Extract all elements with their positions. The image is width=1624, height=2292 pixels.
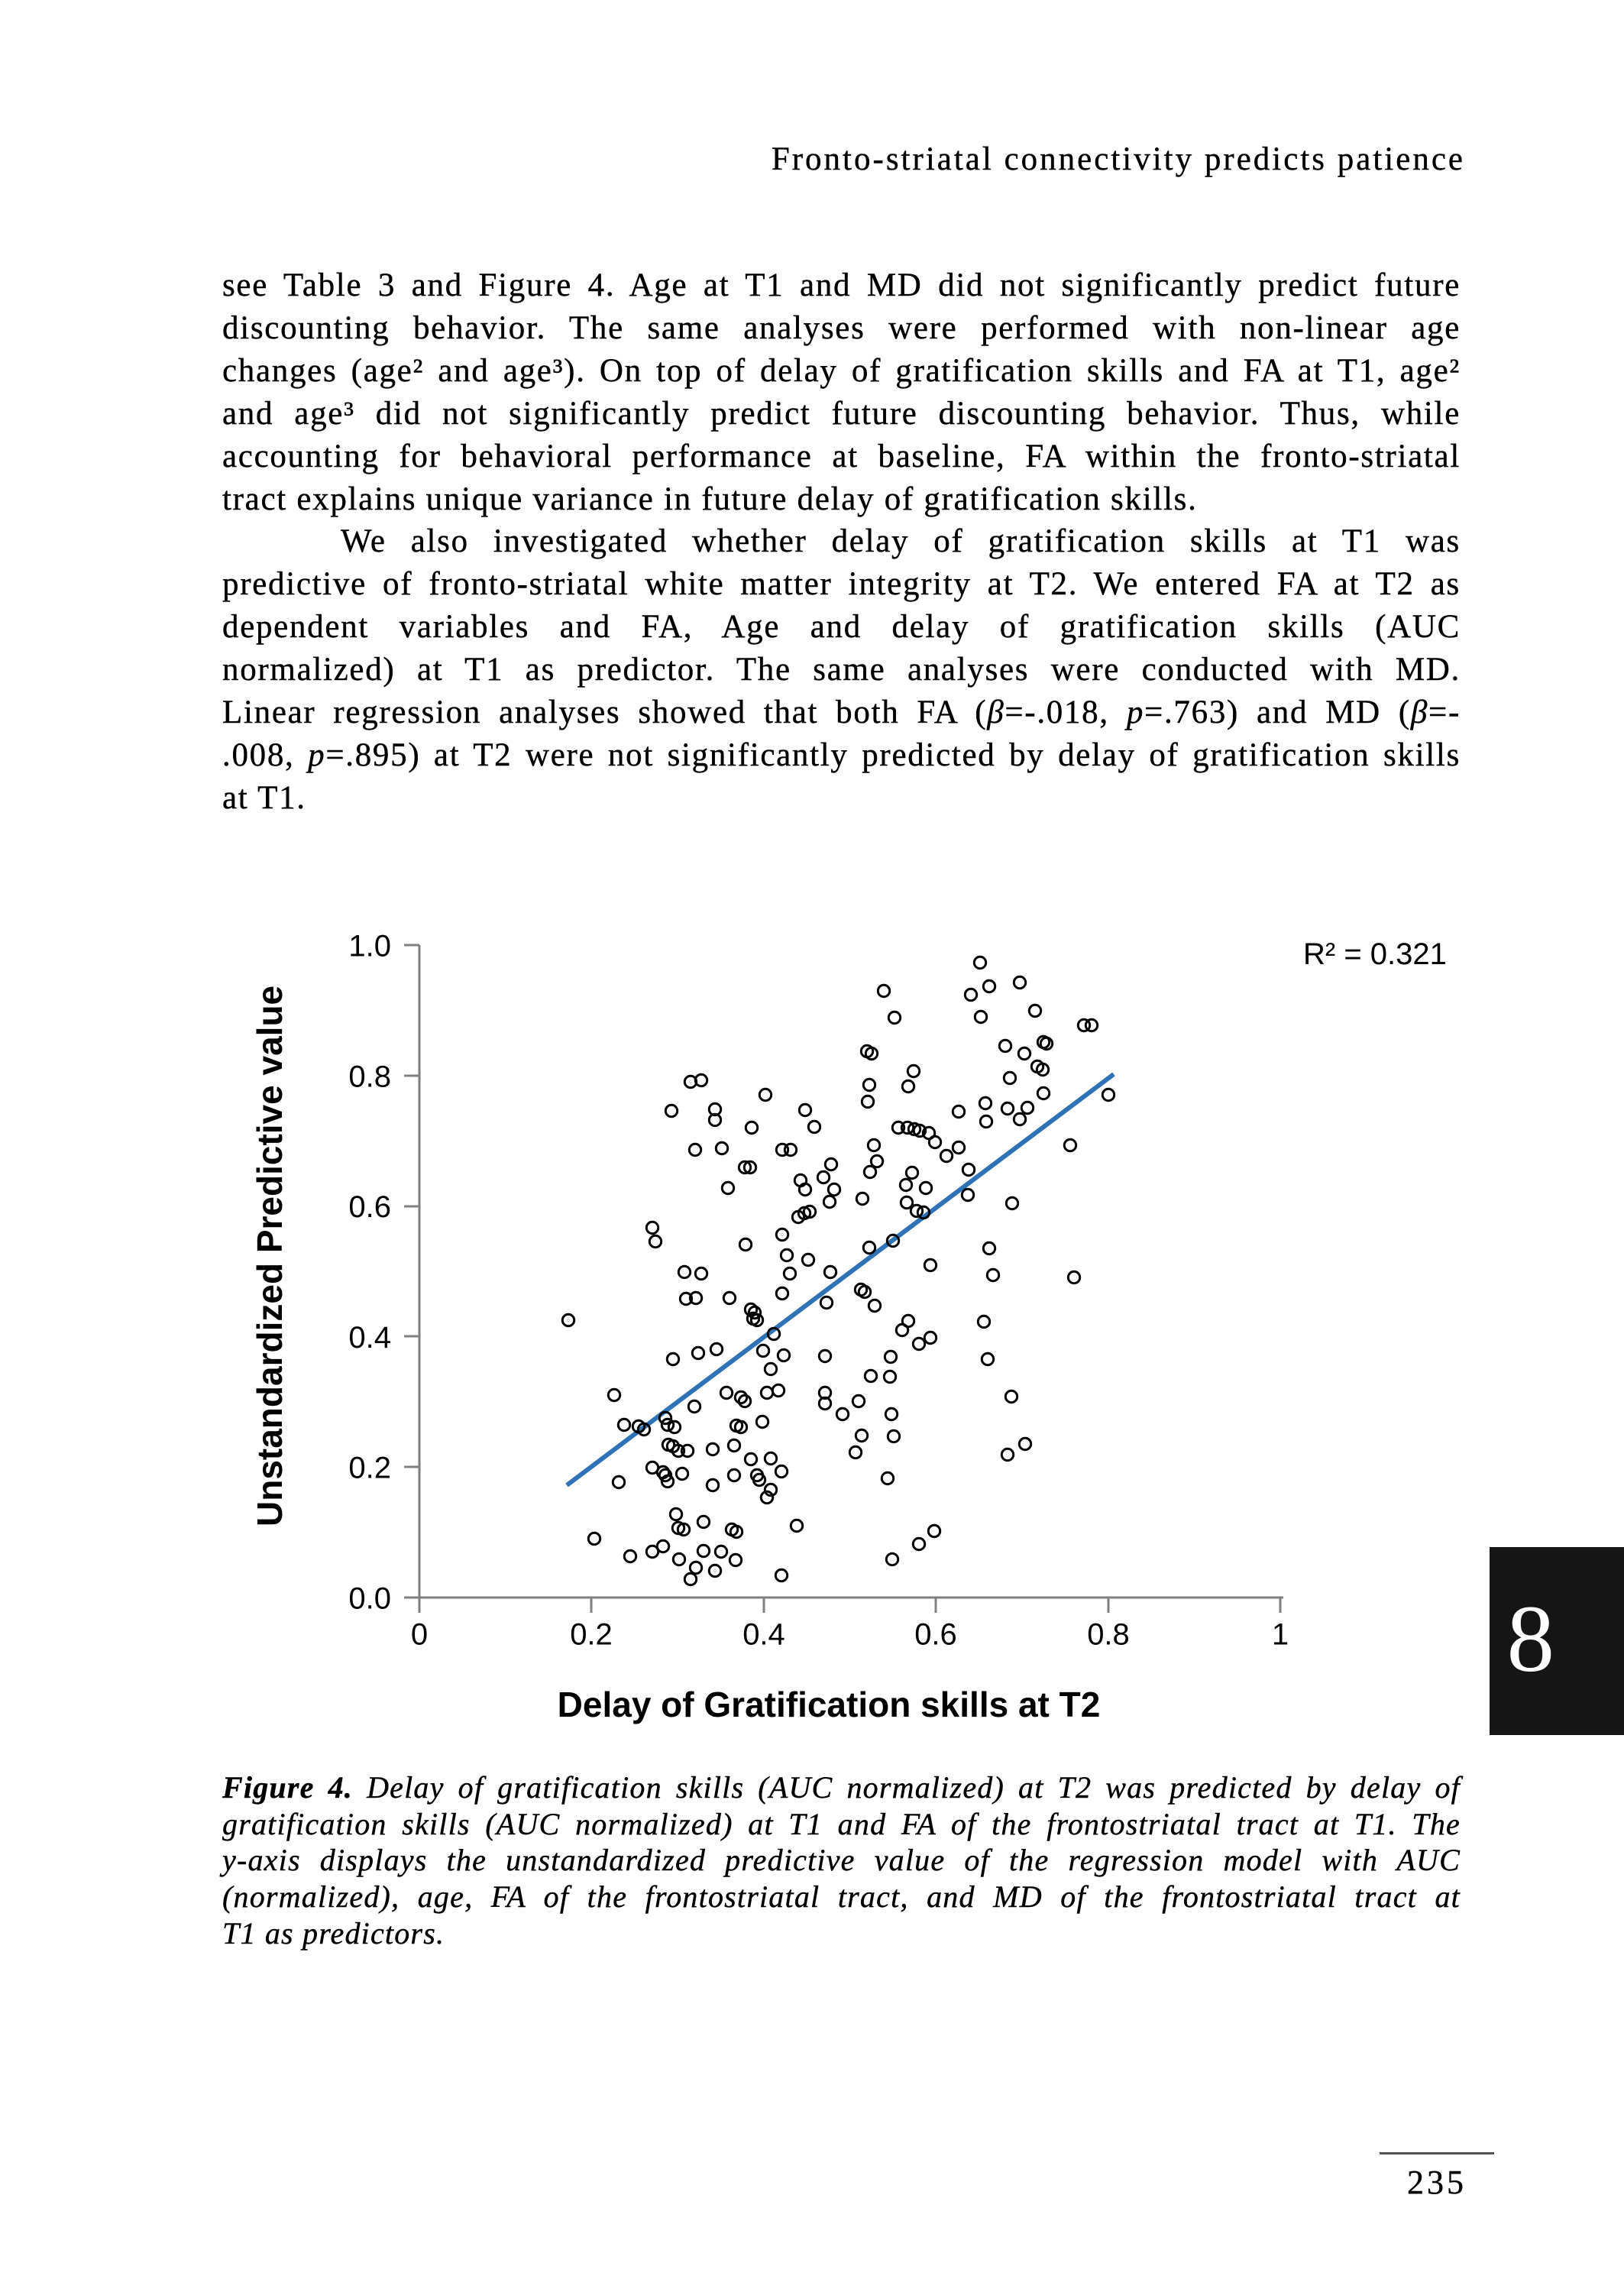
svg-text:0.8: 0.8	[348, 1060, 391, 1093]
svg-text:Unstandardized Predictive valu: Unstandardized Predictive value	[250, 986, 290, 1526]
svg-text:R² = 0.321: R² = 0.321	[1303, 937, 1447, 971]
svg-text:1: 1	[1272, 1618, 1289, 1652]
svg-text:0.4: 0.4	[348, 1321, 391, 1355]
svg-text:0.2: 0.2	[570, 1618, 613, 1652]
svg-text:0: 0	[411, 1618, 428, 1652]
svg-text:0.8: 0.8	[1087, 1618, 1130, 1652]
svg-text:0.4: 0.4	[742, 1618, 785, 1652]
svg-text:1.0: 1.0	[348, 930, 391, 963]
svg-text:0.6: 0.6	[914, 1618, 957, 1652]
svg-text:0.2: 0.2	[348, 1452, 391, 1485]
svg-text:0.6: 0.6	[348, 1190, 391, 1224]
svg-text:Delay of Gratification skills: Delay of Gratification skills at T2	[558, 1685, 1101, 1724]
svg-text:0.0: 0.0	[348, 1582, 391, 1616]
